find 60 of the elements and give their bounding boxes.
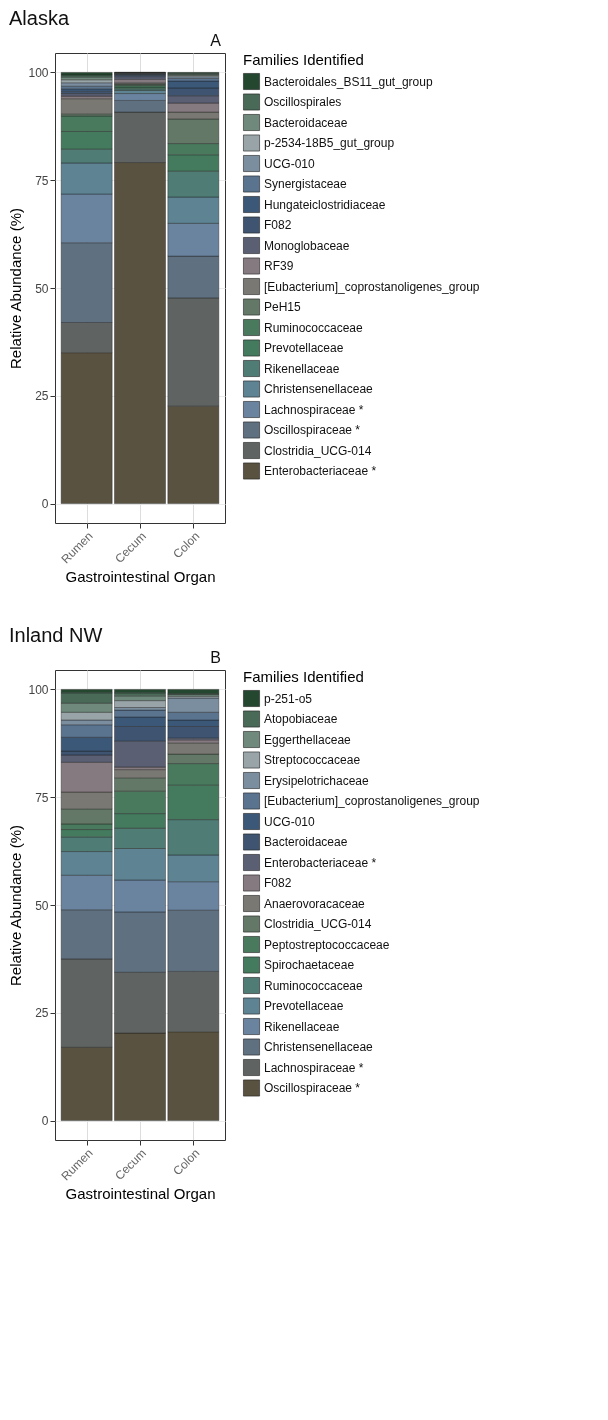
y-tick-label: 25 [35,1006,49,1021]
legend-label: Bacteroidales_BS11_gut_group [264,74,433,89]
legend-label: Oscillospiraceae * [264,423,361,437]
legend-label: Monoglobaceae [264,238,350,253]
y-tick-label: 0 [41,1114,49,1129]
legend-label: Enterobacteriaceae * [264,855,377,870]
legend-label: Synergistaceae [264,177,348,191]
legend-label: Oscillospirales [264,95,342,109]
legend-label: Bacteroidaceae [264,835,348,849]
y-tick-label: 25 [35,389,49,404]
legend-label: Bacteroidaceae [264,115,348,130]
y-tick-label: 100 [28,65,49,80]
legend-label: Eggerthellaceae [264,732,352,747]
y-tick-label: 50 [35,281,49,296]
legend-label: F082 [264,876,292,890]
legend-label: Spirochaetaceae [264,958,355,972]
legend-label: F082 [264,218,292,232]
legend-label: Lachnospiraceae * [264,402,364,417]
legend-label: Prevotellaceae [264,999,344,1013]
y-axis-title: Relative Abundance (%) [7,825,25,986]
chart-title: Alaska [8,7,70,29]
legend-label: Peptostreptococcaceae [264,937,390,952]
legend-label: Christensenellaceae [264,382,374,396]
legend-label: Ruminococcaceae [264,978,364,993]
x-axis-title: Gastrointestinal Organ [65,1184,216,1202]
y-tick-label: 75 [35,173,49,188]
text: A [210,32,222,49]
y-axis-title: Relative Abundance (%) [7,208,25,369]
y-tick-label: 0 [41,497,49,512]
y-tick-label: 100 [28,682,49,697]
legend-label: Anaerovoracaceae [264,896,366,911]
legend-label: PeH15 [264,300,302,314]
legend-label: Lachnospiraceae * [264,1060,364,1075]
y-tick-label: 50 [35,898,49,913]
legend-label: Rikenellaceae [264,361,340,376]
y-tick-label: 75 [35,790,49,805]
legend-label: Atopobiaceae [264,712,338,726]
legend-label: Hungateiclostridiaceae [264,197,386,212]
legend-label: Streptococcaceae [264,753,361,767]
legend-label: Oscillospiraceae * [264,1081,361,1095]
legend-label: Enterobacteriaceae * [264,464,377,478]
legend-label: [Eubacterium]_coprostanoligenes_group [264,794,480,808]
legend-title: Families Identified [243,51,364,68]
legend-label: [Eubacterium]_coprostanoligenes_group [264,279,480,294]
legend-label: p-2534-18B5_gut_group [264,136,395,150]
legend-label: Clostridia_UCG-014 [264,917,372,931]
legend-label: Ruminococcaceae [264,320,364,335]
text: B [210,649,221,666]
legend-label: UCG-010 [264,156,316,171]
legend-label: Erysipelotrichaceae [264,773,370,788]
legend-label: RF39 [264,259,294,273]
legend-label: Rikenellaceae [264,1019,340,1034]
legend-label: UCG-010 [264,814,316,829]
x-axis-title: Gastrointestinal Organ [65,567,216,585]
legend-label: Prevotellaceae [264,341,344,355]
legend-label: Christensenellaceae [264,1040,374,1054]
text: p-251-o5 [264,691,313,706]
legend-title: Families Identified [243,668,364,685]
chart-title: Inland NW [8,624,103,646]
legend-label: Clostridia_UCG-014 [264,443,372,458]
